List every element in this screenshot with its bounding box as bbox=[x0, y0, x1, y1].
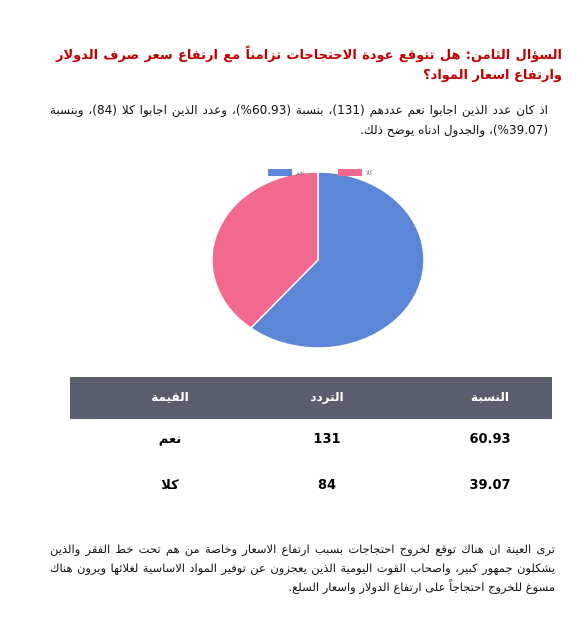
table-header-cell: التردد bbox=[310, 390, 344, 404]
table-header-cell: القيمة bbox=[151, 390, 189, 404]
legend-label: نعم bbox=[296, 170, 305, 177]
table-cell: 131 bbox=[313, 432, 341, 447]
table-cell: 84 bbox=[317, 478, 337, 493]
legend-swatch bbox=[268, 169, 292, 176]
table-header-bg bbox=[70, 377, 552, 419]
legend-swatch bbox=[338, 169, 362, 176]
table-cell: 60.93 bbox=[469, 432, 511, 447]
intro-paragraph: اذ كان عدد الذين اجابوا نعم عددهم (131)،… bbox=[50, 103, 548, 137]
pie-slice bbox=[211, 171, 319, 330]
conclusion-paragraph: ترى العينة ان هناك توقع لخروج احتجاجات ب… bbox=[50, 542, 555, 594]
pie-slice bbox=[249, 171, 425, 349]
table-cell: 39.07 bbox=[469, 478, 511, 493]
table-cell: نعم bbox=[158, 432, 182, 447]
table-header-cell: النسبة bbox=[471, 390, 509, 404]
legend-label: كلا bbox=[366, 170, 373, 177]
question-heading: السؤال الثامن: هل تتوقع عودة الاحتجاجات … bbox=[56, 48, 562, 83]
table-cell: كلا bbox=[161, 478, 179, 493]
